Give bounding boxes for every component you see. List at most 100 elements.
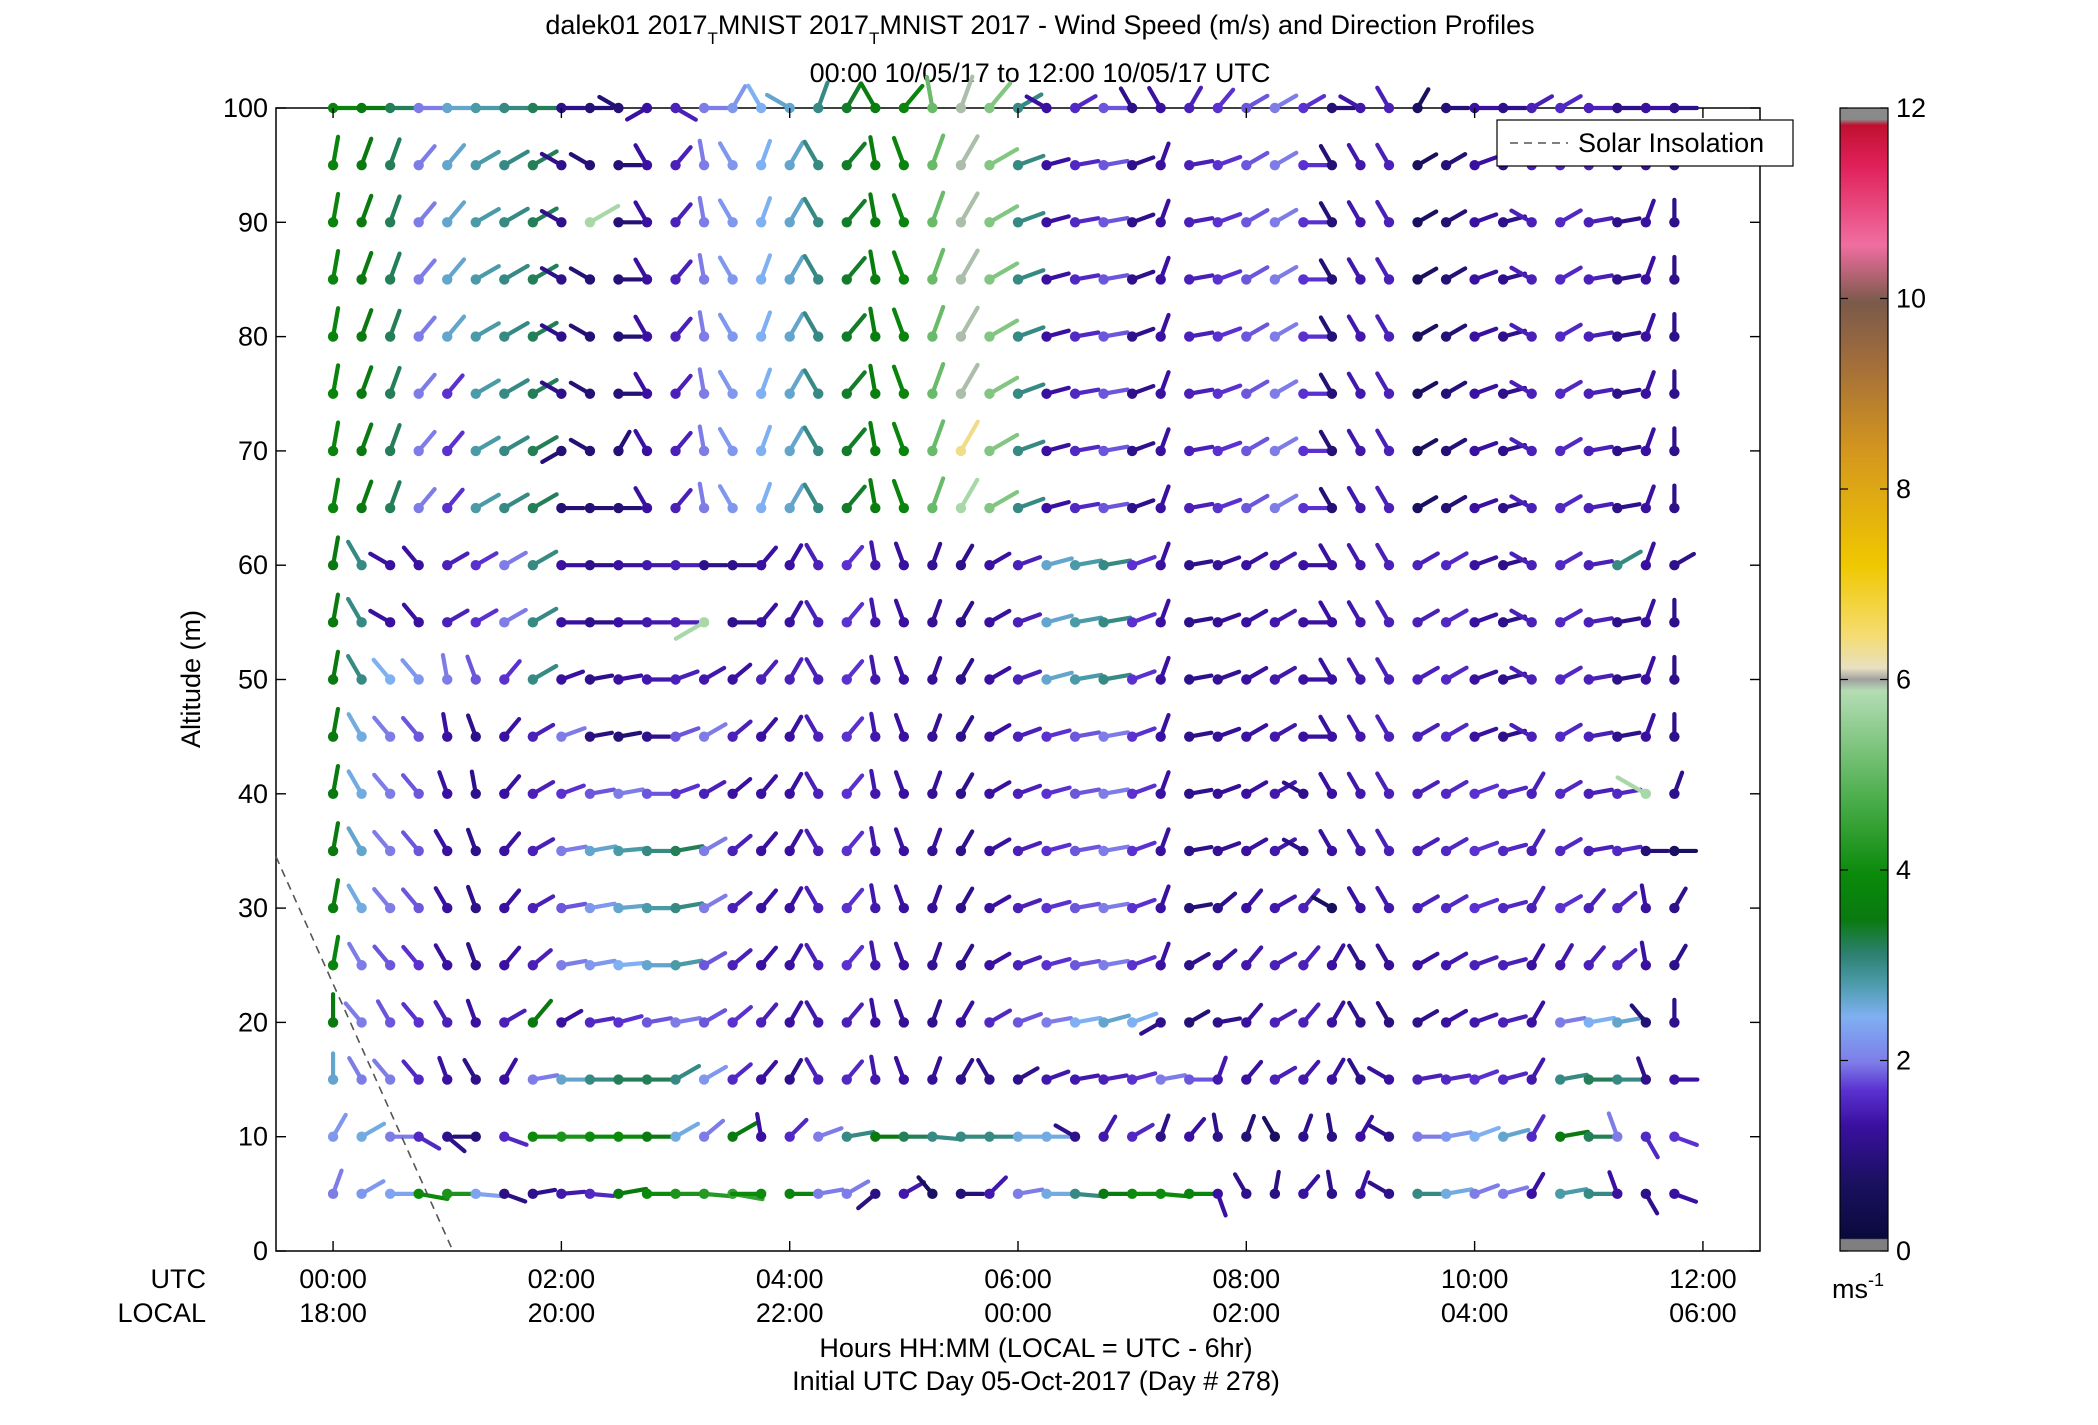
wind-barb-dot <box>1098 617 1109 628</box>
wind-barb-dot <box>1355 788 1366 799</box>
wind-barb-dot <box>727 445 738 457</box>
wind-barb-dot <box>327 617 339 628</box>
wind-barb-dot <box>641 1074 653 1085</box>
wind-barb-dot <box>1583 731 1594 742</box>
wind-barb-dot <box>1440 731 1452 742</box>
wind-barb-dot <box>841 560 852 571</box>
wind-barb-dot <box>984 502 995 514</box>
wind-barb-dot <box>1184 788 1195 799</box>
wind-barb-dot <box>1469 617 1480 628</box>
wind-barb-dot <box>556 217 567 228</box>
wind-barb-dot <box>1126 1017 1138 1028</box>
wind-barb-dot <box>356 217 367 228</box>
wind-barb-dot <box>1069 845 1081 857</box>
wind-barb-dot <box>755 960 767 971</box>
wind-barb-dot <box>927 560 938 571</box>
wind-barb-dot <box>556 1188 567 1200</box>
wind-barb-dot <box>1269 102 1281 114</box>
wind-barb-dot <box>641 845 653 857</box>
wind-barb-dot <box>984 788 995 799</box>
wind-barb-dot <box>584 331 596 342</box>
wind-barb-dot <box>1640 1188 1652 1200</box>
wind-barb-dot <box>384 274 396 285</box>
colorbar-tick-label: 6 <box>1896 665 1911 695</box>
wind-barb-dot <box>470 274 481 285</box>
wind-barb-dot <box>1355 331 1366 342</box>
plot-area: 0 10 20 30 40 50 60 70 80 90 100 00:00 18:00 02:00 20… <box>223 74 1761 1328</box>
wind-barb-dot <box>1241 845 1252 857</box>
wind-barb-dot <box>1098 274 1109 285</box>
wind-barb-dot <box>1555 674 1566 685</box>
wind-barb-dot <box>1326 560 1338 571</box>
wind-barb-dot <box>356 159 367 171</box>
wind-barb-dot <box>1269 560 1281 571</box>
wind-barb-shaft <box>673 620 707 641</box>
wind-barb-dot <box>698 902 710 914</box>
wind-barb-dot <box>1326 388 1338 399</box>
wind-barb-dot <box>1241 1017 1252 1028</box>
wind-barb-dot <box>755 788 767 799</box>
wind-barb-dot <box>813 502 824 514</box>
wind-barb-dot <box>1069 1017 1081 1028</box>
wind-barb-dot <box>1383 1074 1395 1085</box>
wind-barb-dot <box>1612 102 1623 114</box>
wind-barb-dot <box>898 102 910 114</box>
wind-barb-dot <box>1355 1188 1366 1200</box>
wind-barb-dot <box>1583 560 1594 571</box>
wind-barb-dot <box>1412 102 1423 114</box>
wind-barb-dot <box>698 1017 710 1028</box>
wind-barb-dot <box>613 1188 624 1200</box>
wind-barb-dot <box>384 1017 396 1028</box>
wind-barb-dot <box>1098 845 1109 857</box>
wind-barb-dot <box>1383 502 1395 514</box>
wind-barb-dot <box>1383 845 1395 857</box>
wind-barb-dot <box>813 845 824 857</box>
wind-barb-dot <box>1355 102 1366 114</box>
wind-barb-dot <box>1155 274 1166 285</box>
wind-barb-dot <box>1469 217 1480 228</box>
wind-barb-dot <box>1440 445 1452 457</box>
wind-barb-dot <box>755 217 767 228</box>
wind-barb-dot <box>727 102 738 114</box>
wind-barb-dot <box>698 217 710 228</box>
wind-barb-dot <box>670 960 681 971</box>
wind-barb-dot <box>1440 960 1452 971</box>
wind-barb-dot <box>1583 617 1594 628</box>
wind-barb-dot <box>1497 217 1509 228</box>
wind-barb-dot <box>841 1017 852 1028</box>
wind-barb-dot <box>813 1131 824 1142</box>
wind-barb-dot <box>1184 274 1195 285</box>
wind-barb-dot <box>641 1017 653 1028</box>
wind-barb-dot <box>413 502 424 514</box>
wind-barb-dot <box>1669 502 1680 514</box>
wind-barb-dot <box>527 1131 539 1142</box>
wind-barb-dot <box>755 102 767 114</box>
wind-barb-dot <box>1298 502 1309 514</box>
wind-barb-dot <box>1440 788 1452 799</box>
wind-barb-dot <box>1612 388 1623 399</box>
wind-barb-dot <box>1412 274 1423 285</box>
wind-barb-dot <box>1555 502 1566 514</box>
wind-barb-dot <box>755 1074 767 1085</box>
wind-barb-dot <box>470 788 481 799</box>
wind-barb-dot <box>384 502 396 514</box>
wind-barb-dot <box>1355 1017 1366 1028</box>
wind-barb-dot <box>1497 617 1509 628</box>
wind-barb-dot <box>356 274 367 285</box>
wind-barb-dot <box>499 1131 510 1142</box>
wind-barb-dot <box>1412 845 1423 857</box>
wind-barb-dot <box>1012 902 1024 914</box>
wind-barb-dot <box>327 960 339 971</box>
wind-barb-dot <box>698 1188 710 1200</box>
wind-barb-dot <box>1583 388 1594 399</box>
wind-barb-dot <box>641 159 653 171</box>
wind-barb-dot <box>1098 217 1109 228</box>
wind-barb-dot <box>841 388 852 399</box>
wind-barb-dot <box>813 217 824 228</box>
wind-barb-dot <box>784 845 795 857</box>
wind-barb-dot <box>1555 960 1566 971</box>
wind-barb-dot <box>1583 274 1594 285</box>
wind-barb-dot <box>698 159 710 171</box>
wind-barb-dot <box>442 1017 453 1028</box>
wind-barb-dot <box>1640 788 1652 799</box>
